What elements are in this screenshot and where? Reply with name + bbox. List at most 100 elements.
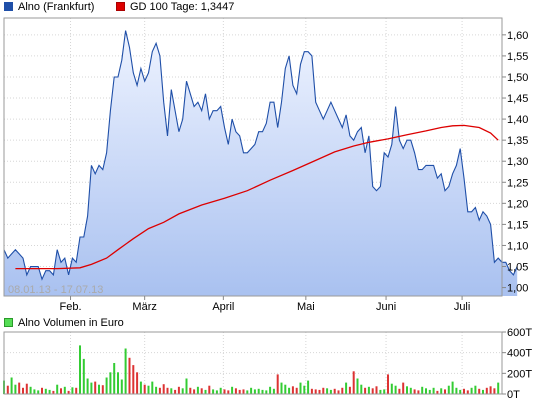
volume-bar bbox=[162, 384, 165, 394]
volume-bar bbox=[326, 388, 329, 394]
volume-bar bbox=[143, 384, 146, 394]
volume-bar bbox=[124, 348, 127, 394]
volume-bar bbox=[63, 386, 66, 394]
volume-bar bbox=[158, 387, 161, 394]
volume-bar bbox=[189, 387, 192, 394]
volume-bar bbox=[341, 387, 344, 394]
volume-bar bbox=[25, 383, 28, 394]
volume-bar bbox=[200, 388, 203, 394]
price-y-tick-label: 1,50 bbox=[507, 72, 528, 84]
volume-bar bbox=[37, 390, 40, 394]
volume-bar bbox=[139, 381, 142, 394]
volume-bar bbox=[421, 386, 424, 394]
volume-bar bbox=[269, 386, 272, 394]
volume-y-tick-label: 400T bbox=[507, 348, 532, 360]
volume-bar bbox=[375, 386, 378, 395]
volume-bar bbox=[371, 388, 374, 394]
volume-bar bbox=[212, 389, 215, 394]
volume-bar bbox=[94, 381, 97, 394]
volume-bar bbox=[79, 345, 81, 394]
volume-bar bbox=[489, 386, 492, 395]
volume-bar bbox=[82, 358, 85, 394]
volume-bar bbox=[261, 389, 264, 394]
volume-bar bbox=[181, 388, 184, 394]
volume-bar bbox=[120, 379, 123, 394]
price-x-axis: Feb. März April Mai Juni Juli bbox=[60, 296, 471, 313]
volume-bar bbox=[288, 387, 291, 394]
volume-bar bbox=[409, 387, 412, 394]
volume-plot-frame bbox=[3, 331, 503, 395]
volume-bar bbox=[60, 388, 62, 394]
volume-bar bbox=[10, 377, 13, 394]
volume-bar bbox=[291, 386, 294, 395]
volume-bar bbox=[101, 385, 104, 394]
price-x-tick-label: Mai bbox=[297, 301, 315, 313]
volume-bar bbox=[177, 386, 180, 394]
price-y-tick-label: 1,25 bbox=[507, 177, 528, 189]
volume-bar bbox=[29, 386, 32, 394]
volume-bar bbox=[387, 374, 389, 394]
volume-bar bbox=[447, 385, 450, 394]
volume-bar bbox=[329, 389, 332, 394]
volume-bar bbox=[223, 389, 226, 394]
volume-bar bbox=[360, 384, 363, 394]
volume-bar bbox=[109, 372, 112, 394]
volume-bar bbox=[86, 378, 89, 394]
volume-bar bbox=[113, 363, 116, 394]
volume-bar bbox=[425, 388, 427, 394]
volume-y-tick-label: 0T bbox=[507, 389, 520, 401]
volume-bar bbox=[208, 385, 211, 394]
volume-bar bbox=[90, 382, 93, 394]
volume-bar bbox=[6, 385, 9, 394]
price-x-tick-label: April bbox=[212, 301, 234, 313]
volume-bar bbox=[219, 387, 222, 394]
volume-bar bbox=[75, 387, 78, 394]
volume-bar bbox=[48, 389, 51, 394]
volume-bar bbox=[379, 389, 382, 394]
volume-y-axis: 600T 400T 200T 0T bbox=[502, 327, 532, 401]
volume-bar bbox=[33, 389, 36, 394]
volume-bar bbox=[22, 387, 24, 394]
volume-bar bbox=[71, 387, 74, 394]
volume-bar bbox=[204, 389, 207, 394]
volume-bar bbox=[436, 390, 439, 394]
volume-bars bbox=[3, 345, 500, 395]
volume-bar bbox=[234, 388, 237, 394]
volume-bar bbox=[314, 389, 317, 394]
volume-bar bbox=[105, 377, 108, 394]
price-y-tick-label: 1,05 bbox=[507, 262, 528, 274]
price-y-tick-label: 1,15 bbox=[507, 219, 528, 231]
price-y-tick-label: 1,45 bbox=[507, 93, 528, 105]
volume-bar bbox=[303, 385, 306, 394]
volume-bar bbox=[265, 390, 268, 394]
volume-bar bbox=[470, 387, 473, 394]
volume-bar bbox=[196, 386, 199, 394]
volume-bar bbox=[41, 387, 43, 394]
volume-bar bbox=[482, 389, 484, 394]
volume-bar bbox=[151, 381, 154, 394]
price-x-tick-label: Juli bbox=[454, 301, 471, 313]
volume-bar bbox=[485, 387, 488, 394]
volume-bar bbox=[117, 372, 119, 394]
volume-bar bbox=[52, 390, 55, 394]
volume-bar bbox=[128, 357, 131, 394]
volume-bar bbox=[478, 388, 481, 394]
volume-bar bbox=[246, 390, 249, 394]
price-y-tick-label: 1,10 bbox=[507, 240, 528, 252]
price-y-tick-label: 1,35 bbox=[507, 135, 528, 147]
volume-bar bbox=[56, 384, 59, 394]
price-y-axis: 1,00 1,05 1,10 1,15 1,20 1,25 1,30 1,35 1,40 1,45… bbox=[502, 30, 528, 295]
price-x-tick-label: Juni bbox=[376, 301, 396, 313]
legend-volume-swatch bbox=[4, 317, 13, 327]
volume-bar bbox=[193, 389, 196, 394]
price-line bbox=[3, 30, 518, 281]
legend-volume-label: Alno Volumen in Euro bbox=[18, 317, 124, 329]
volume-bar bbox=[18, 382, 21, 394]
volume-bar bbox=[348, 386, 351, 394]
volume-grid bbox=[4, 331, 502, 395]
volume-bar bbox=[333, 388, 336, 394]
volume-bar bbox=[451, 381, 454, 394]
volume-bar bbox=[356, 378, 359, 394]
volume-bar bbox=[390, 383, 393, 394]
